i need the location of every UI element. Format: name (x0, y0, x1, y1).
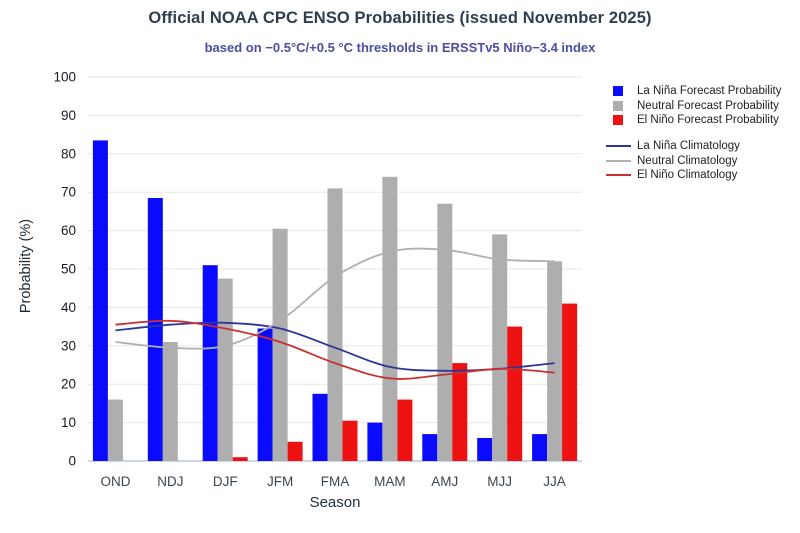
legend-label: El Niño Climatology (637, 169, 738, 182)
bar-neutral-forecast-probability-OND (107, 399, 123, 461)
bar-neutral-forecast-probability-AMJ (437, 203, 453, 461)
legend: La Niña Forecast Probability Neutral Fore… (606, 84, 781, 194)
chart-subtitle: based on −0.5°C/+0.5 °C thresholds in ER… (204, 40, 596, 55)
legend-block-lines: La Niña Climatology Neutral Climatology El… (606, 139, 781, 183)
bar-el-ni-o-forecast-probability-MAM (397, 399, 413, 461)
legend-label: La Niña Forecast Probability (637, 85, 782, 98)
bar-neutral-forecast-probability-NDJ (162, 342, 178, 461)
bar-la-ni-a-forecast-probability-JJA (532, 434, 548, 461)
legend-item-neutral-climatology: Neutral Climatology (606, 153, 781, 168)
bar-la-ni-a-forecast-probability-JFM (257, 328, 273, 461)
bar-la-ni-a-forecast-probability-FMA (312, 393, 328, 461)
bar-neutral-forecast-probability-DJF (217, 278, 233, 461)
x-tick-label-JJA: JJA (543, 474, 566, 489)
x-tick-label-MJJ: MJJ (487, 474, 512, 489)
y-tick-label-80: 80 (61, 146, 76, 161)
bar-neutral-forecast-probability-MAM (382, 176, 398, 462)
x-tick-label-MAM: MAM (374, 474, 406, 489)
y-tick-label-20: 20 (61, 377, 76, 392)
x-tick-label-FMA: FMA (321, 474, 350, 489)
legend-item-el-ni-o-forecast-probability: El Niño Forecast Probability (606, 113, 781, 128)
legend-item-la-ni-a-climatology: La Niña Climatology (606, 139, 781, 154)
y-tick-label-30: 30 (61, 338, 76, 353)
line-neutral-climatology (115, 247, 555, 350)
bar-neutral-forecast-probability-FMA (327, 188, 343, 461)
legend-label: Neutral Forecast Probability (637, 99, 779, 112)
x-tick-label-OND: OND (100, 474, 130, 489)
bar-la-ni-a-forecast-probability-OND (92, 140, 108, 461)
bar-el-ni-o-forecast-probability-DJF (232, 457, 248, 461)
legend-item-neutral-forecast-probability: Neutral Forecast Probability (606, 99, 781, 114)
y-tick-label-10: 10 (61, 415, 76, 430)
bar-neutral-forecast-probability-JJA (547, 261, 563, 461)
legend-line-swatch (606, 145, 631, 148)
x-axis-title: Season (309, 494, 361, 511)
legend-line-swatch (606, 159, 631, 162)
bar-el-ni-o-forecast-probability-AMJ (452, 363, 468, 461)
bar-el-ni-o-forecast-probability-FMA (342, 420, 358, 461)
bar-la-ni-a-forecast-probability-MAM (367, 422, 383, 461)
legend-square-swatch (613, 115, 623, 126)
bar-la-ni-a-forecast-probability-NDJ (147, 198, 163, 461)
y-tick-label-70: 70 (61, 185, 76, 200)
bar-la-ni-a-forecast-probability-DJF (202, 265, 218, 461)
line-el-ni-o-climatology (115, 319, 555, 380)
bar-el-ni-o-forecast-probability-MJJ (507, 326, 523, 461)
legend-line-swatch (606, 174, 631, 177)
legend-block-bars: La Niña Forecast Probability Neutral Fore… (606, 84, 781, 128)
y-tick-label-60: 60 (61, 223, 76, 238)
bar-el-ni-o-forecast-probability-JFM (287, 441, 303, 461)
bar-el-ni-o-forecast-probability-JJA (562, 303, 578, 461)
chart-title: Official NOAA CPC ENSO Probabilities (is… (148, 9, 652, 27)
legend-square-swatch (613, 86, 623, 97)
legend-item-el-ni-o-climatology: El Niño Climatology (606, 168, 781, 183)
bar-neutral-forecast-probability-JFM (272, 228, 288, 461)
bar-neutral-forecast-probability-MJJ (492, 234, 508, 461)
legend-label: La Niña Climatology (637, 140, 740, 153)
legend-label: Neutral Climatology (637, 154, 738, 167)
bar-la-ni-a-forecast-probability-MJJ (477, 438, 493, 461)
legend-square-swatch (613, 100, 623, 111)
y-tick-label-90: 90 (61, 108, 76, 123)
legend-item-la-ni-a-forecast-probability: La Niña Forecast Probability (606, 84, 781, 99)
bar-la-ni-a-forecast-probability-AMJ (422, 434, 438, 461)
y-tick-label-50: 50 (61, 262, 76, 277)
x-tick-label-AMJ: AMJ (431, 474, 458, 489)
x-tick-label-JFM: JFM (267, 474, 293, 489)
y-tick-label-100: 100 (53, 70, 76, 85)
y-tick-label-0: 0 (68, 454, 76, 469)
legend-label: El Niño Forecast Probability (637, 114, 779, 127)
y-tick-label-40: 40 (61, 300, 76, 315)
x-tick-label-DJF: DJF (213, 474, 238, 489)
x-tick-label-NDJ: NDJ (157, 474, 183, 489)
